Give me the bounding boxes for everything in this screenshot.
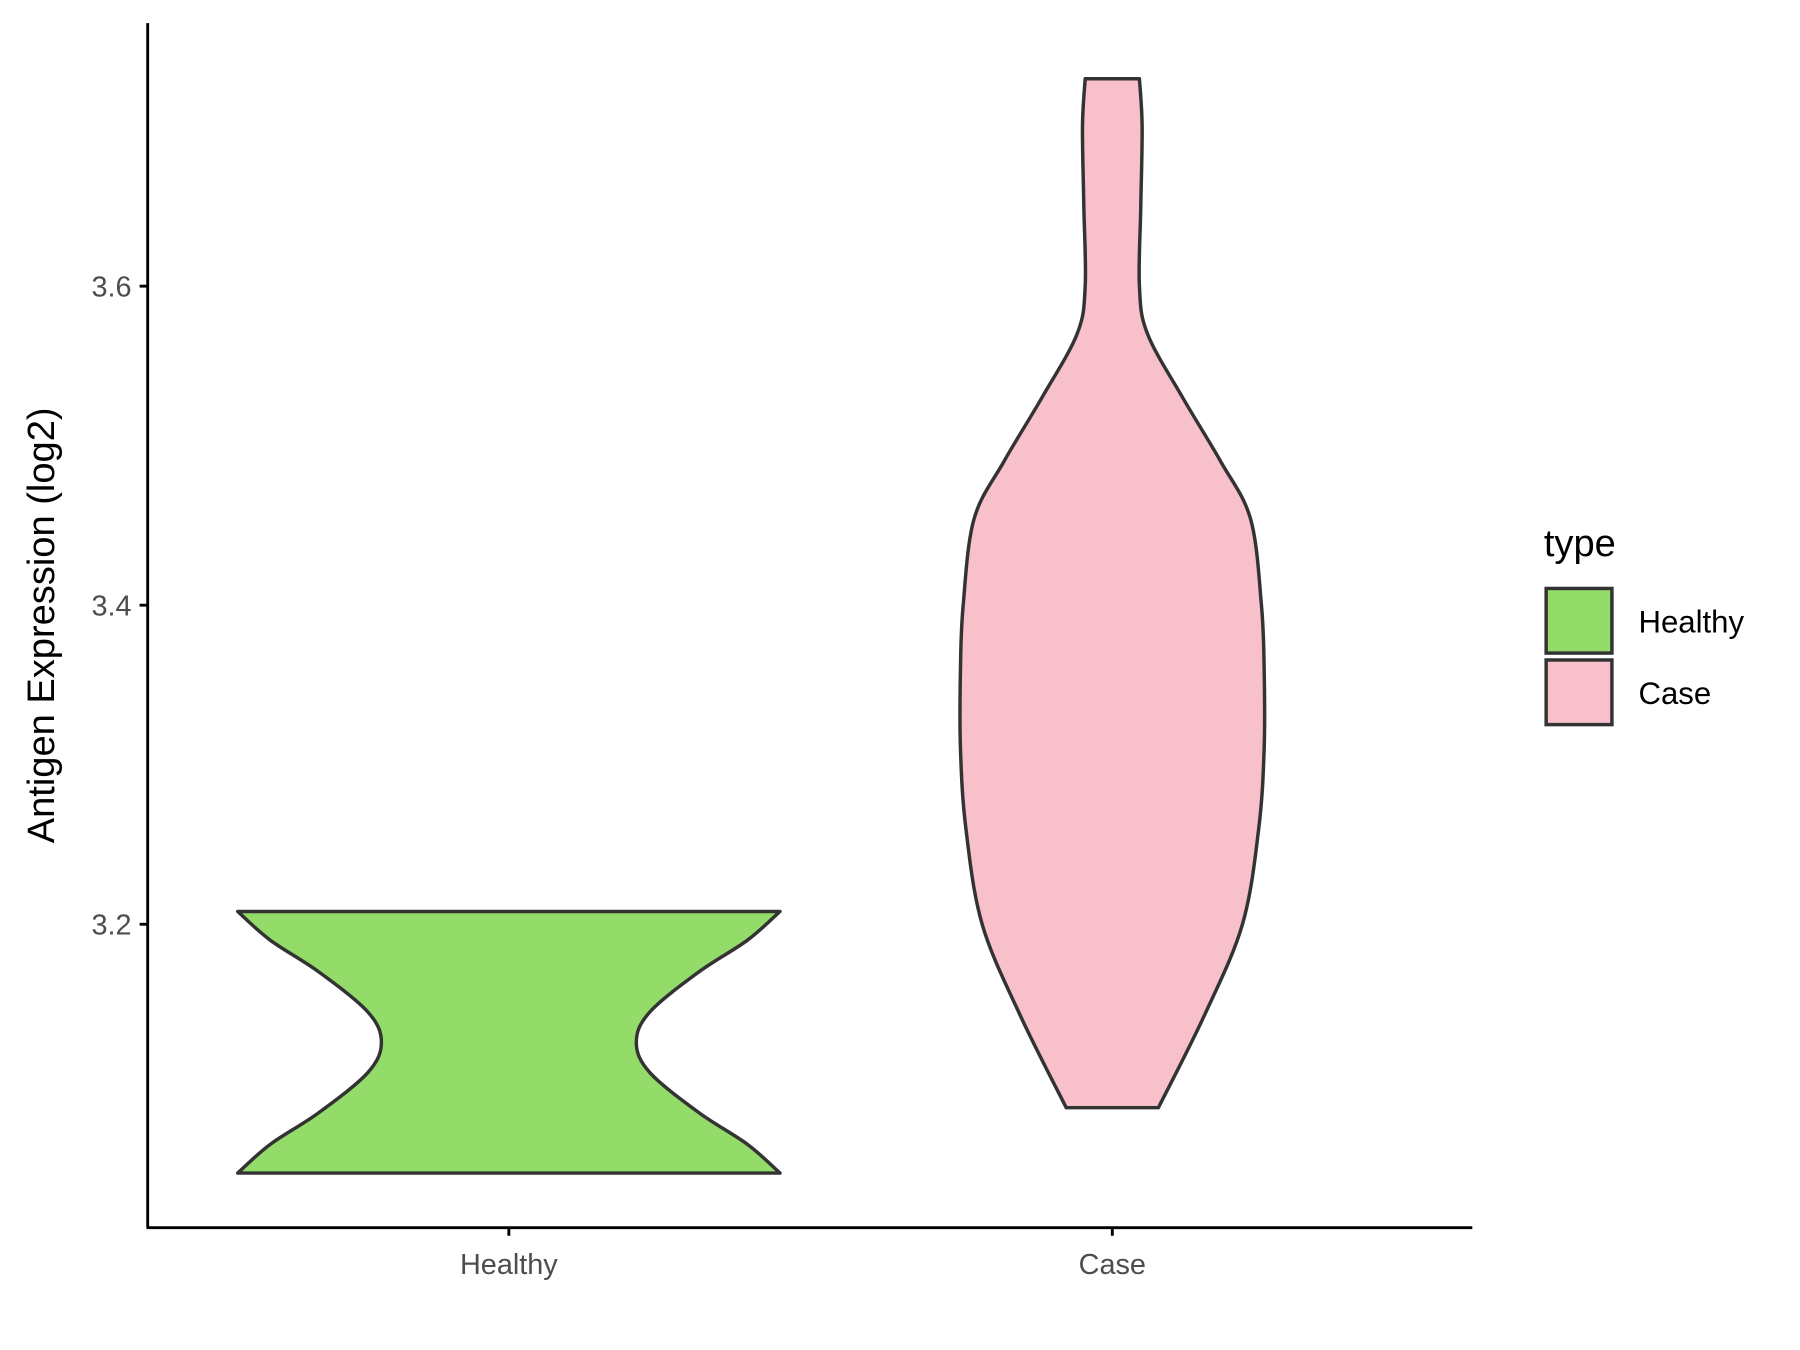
- legend-key-case: [1544, 658, 1614, 727]
- y-axis-label: Antigen Expression (log2): [21, 407, 63, 843]
- legend-label: Healthy: [1638, 604, 1744, 639]
- violin-case: [958, 77, 1267, 1110]
- x-tick-label: Case: [1079, 1249, 1146, 1281]
- legend-label: Case: [1638, 676, 1711, 711]
- y-tick-label: 3.6: [91, 272, 131, 304]
- legend-title: type: [1544, 523, 1616, 565]
- y-tick-label: 3.2: [91, 910, 131, 942]
- violin-healthy: [235, 909, 782, 1175]
- y-ticks: 3.2 3.4 3.6: [91, 272, 148, 942]
- x-tick-label: Healthy: [460, 1249, 558, 1281]
- y-tick-label: 3.4: [91, 591, 131, 623]
- legend: type Healthy Case: [1544, 523, 1744, 727]
- legend-key-healthy: [1544, 586, 1614, 655]
- x-ticks: Healthy Case: [460, 1227, 1146, 1281]
- violins: [235, 77, 1267, 1175]
